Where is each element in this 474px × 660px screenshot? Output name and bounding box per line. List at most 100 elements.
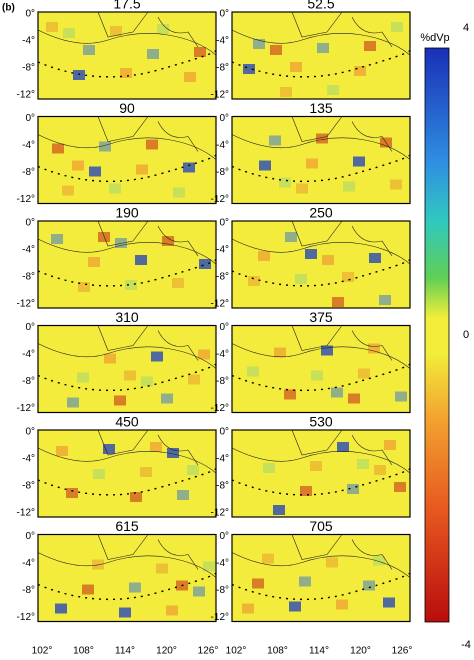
y-tick-label: -8° bbox=[216, 481, 229, 492]
trench bbox=[231, 362, 411, 392]
anomaly bbox=[274, 347, 286, 358]
anomaly bbox=[327, 85, 339, 95]
anomaly bbox=[326, 557, 338, 568]
anomaly bbox=[253, 39, 265, 49]
y-tick-label: -8° bbox=[216, 63, 229, 74]
panel-title: 17.5 bbox=[113, 0, 140, 12]
anomaly bbox=[368, 343, 380, 354]
anomaly bbox=[279, 177, 291, 188]
anomaly bbox=[156, 563, 168, 574]
anomaly bbox=[177, 490, 189, 500]
anomaly bbox=[369, 253, 381, 263]
anomaly bbox=[242, 603, 254, 614]
anomaly bbox=[322, 255, 334, 265]
map-background bbox=[232, 12, 410, 99]
coastline bbox=[37, 429, 217, 474]
anomaly bbox=[166, 605, 178, 616]
anomaly bbox=[109, 183, 121, 194]
trench bbox=[37, 258, 217, 287]
y-tick-label: -4° bbox=[216, 454, 229, 465]
anomaly bbox=[374, 465, 386, 475]
map-panel bbox=[37, 11, 217, 100]
anomaly bbox=[56, 446, 68, 456]
y-tick-label: 0° bbox=[219, 531, 229, 542]
panel-title: 615 bbox=[115, 518, 139, 534]
anomaly bbox=[77, 372, 89, 383]
anomaly bbox=[188, 374, 200, 385]
x-tick-label: 126° bbox=[392, 646, 413, 657]
y-tick-label: -4° bbox=[22, 36, 35, 47]
anomaly bbox=[46, 22, 58, 32]
anomaly bbox=[331, 387, 343, 398]
coastline bbox=[231, 116, 411, 160]
anomaly bbox=[259, 160, 271, 171]
anomaly bbox=[348, 393, 360, 404]
anomaly bbox=[284, 389, 296, 400]
panel-title: 375 bbox=[309, 309, 333, 325]
y-tick-label: 0° bbox=[219, 9, 229, 20]
map-frame bbox=[231, 324, 411, 414]
map-frame bbox=[37, 429, 217, 518]
x-tick-label: 120° bbox=[156, 646, 177, 657]
y-tick-label: -4° bbox=[216, 140, 229, 151]
anomaly bbox=[55, 603, 67, 614]
anomaly bbox=[72, 160, 84, 171]
panel-title: 530 bbox=[309, 414, 333, 430]
anomaly bbox=[203, 561, 215, 572]
y-tick-label: -12° bbox=[17, 299, 35, 310]
x-tick-label: 114° bbox=[309, 646, 329, 657]
map-panel bbox=[231, 429, 411, 518]
map-background bbox=[38, 221, 216, 308]
trench bbox=[37, 153, 217, 183]
anomaly bbox=[383, 597, 395, 608]
anomaly bbox=[247, 366, 259, 377]
y-tick-label: -12° bbox=[211, 299, 229, 310]
y-tick-label: -4° bbox=[22, 245, 35, 256]
anomaly bbox=[243, 64, 255, 74]
anomaly bbox=[296, 183, 308, 194]
anomaly bbox=[51, 234, 63, 244]
anomaly bbox=[136, 164, 148, 175]
anomaly bbox=[103, 444, 115, 454]
anomaly bbox=[62, 185, 74, 196]
anomaly bbox=[299, 576, 311, 587]
y-tick-label: -4° bbox=[22, 454, 35, 465]
colorbar bbox=[424, 47, 450, 623]
y-tick-label: -4° bbox=[216, 245, 229, 256]
anomaly bbox=[295, 274, 307, 284]
anomaly bbox=[83, 45, 95, 55]
anomaly bbox=[373, 555, 385, 566]
anomaly bbox=[67, 397, 79, 408]
map-frame bbox=[37, 220, 217, 309]
coastline bbox=[37, 325, 217, 369]
colorbar-tick: 0 bbox=[463, 329, 469, 341]
anomaly bbox=[115, 238, 127, 248]
trench bbox=[231, 258, 411, 287]
anomaly bbox=[273, 505, 285, 515]
anomaly bbox=[285, 232, 297, 242]
coastline bbox=[231, 429, 411, 474]
anomaly bbox=[120, 68, 132, 78]
y-tick-label: 0° bbox=[25, 427, 35, 438]
anomaly bbox=[332, 297, 344, 307]
anomaly bbox=[88, 257, 100, 267]
map-background bbox=[232, 221, 410, 308]
anomaly bbox=[358, 368, 370, 379]
map-frame bbox=[231, 533, 411, 623]
anomaly bbox=[147, 49, 159, 59]
trench bbox=[231, 467, 411, 496]
map-frame bbox=[231, 115, 411, 205]
anomaly bbox=[384, 440, 396, 450]
anomaly bbox=[98, 232, 110, 242]
anomaly bbox=[198, 349, 210, 360]
map-background bbox=[38, 430, 216, 517]
map-background bbox=[38, 325, 216, 413]
map-frame bbox=[231, 11, 411, 100]
anomaly bbox=[343, 181, 355, 192]
panel-title: 52.5 bbox=[307, 0, 334, 12]
anomaly bbox=[130, 492, 142, 502]
anomaly bbox=[357, 459, 369, 469]
x-tick-label: 120° bbox=[350, 646, 371, 657]
trench bbox=[231, 153, 411, 183]
anomaly bbox=[151, 351, 163, 362]
